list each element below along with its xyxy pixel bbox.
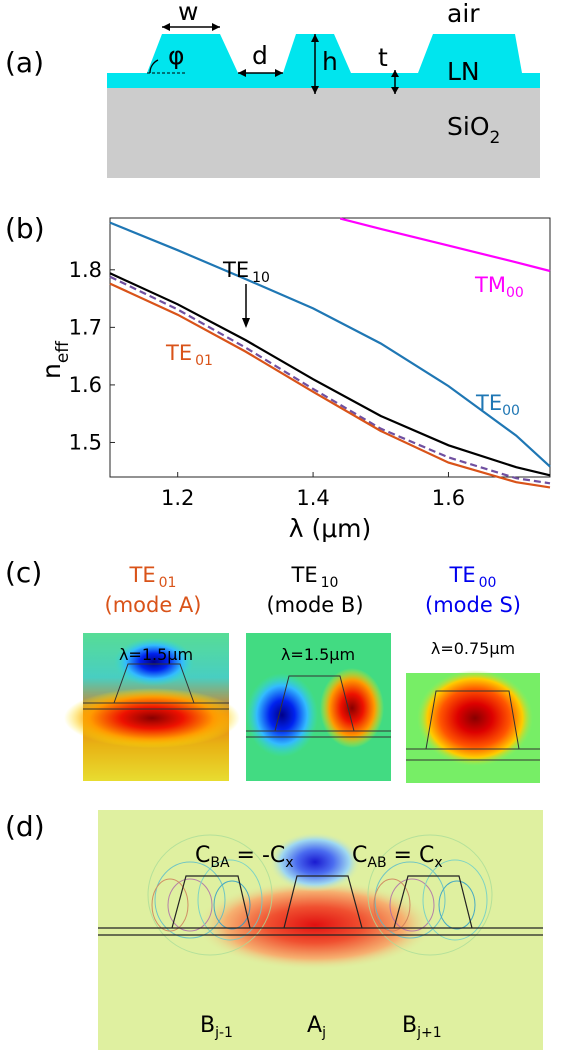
d-label: d — [252, 41, 268, 70]
ticks-layer: 1.2 1.4 1.6 1.5 1.6 1.7 1.8 — [69, 258, 466, 510]
tm00-annotation: TM00 — [474, 273, 524, 301]
mode-b-field: λ=1.5μm — [246, 633, 391, 781]
mode-b-lambda: λ=1.5μm — [281, 645, 355, 664]
air-label: air — [447, 0, 480, 28]
ln-label: LN — [447, 57, 480, 86]
series-line-te01 — [109, 282, 551, 489]
mode-s-field: λ=0.75μm — [406, 639, 540, 783]
h-label: h — [322, 47, 338, 76]
te00-annotation: TE00 — [475, 391, 520, 419]
panel-c: (c) TE 01 (mode A) TE 10 (mode B) TE 00 (mo… — [5, 556, 540, 783]
mode-a-name: (mode A) — [105, 593, 202, 617]
te10-annotation: TE 10 — [222, 258, 270, 286]
y-axis-label: neff — [37, 340, 73, 379]
contour-lines — [147, 834, 493, 956]
b-left-label: Bj-1 — [200, 1013, 233, 1041]
panel-d: (d) CBA = -Cx CAB = Cx B — [5, 810, 543, 1050]
series-line-tm00 — [339, 217, 551, 273]
a-mid-label: Aj — [307, 1013, 326, 1041]
mode-a-title: TE 01 — [129, 563, 177, 591]
panel-c-label: (c) — [5, 556, 42, 589]
panel-a-label: (a) — [5, 46, 44, 79]
panel-b: (b) 1.2 1.4 1.6 1.5 1.6 1.7 1.8 neff λ (μm) TE… — [5, 212, 551, 543]
x-axis-label: λ (μm) — [289, 514, 372, 543]
panel-b-label: (b) — [5, 212, 45, 245]
mode-b-name: (mode B) — [266, 593, 363, 617]
cba-label: CBA = -Cx — [195, 843, 294, 871]
mode-s-lambda: λ=0.75μm — [431, 639, 515, 658]
t-label: t — [378, 43, 388, 72]
plot-frame — [109, 217, 551, 478]
waveguide-outlines — [98, 875, 543, 936]
mode-b-title: TE 10 — [291, 563, 339, 591]
mode-s-name: (mode S) — [425, 593, 521, 617]
phi-arc — [149, 59, 159, 74]
phi-label: φ — [168, 41, 185, 70]
w-label: w — [178, 0, 198, 26]
ln-waveguides — [107, 34, 540, 88]
panel-a: (a) w φ d h t air LN SiO2 — [5, 0, 540, 178]
x-tick-label: 1.4 — [296, 486, 329, 510]
y-tick-label: 1.5 — [69, 430, 102, 454]
mode-a-lambda: λ=1.5μm — [119, 645, 193, 664]
sio2-substrate — [107, 88, 540, 178]
series-line-te00 — [109, 221, 551, 468]
sio2-label: SiO2 — [447, 112, 500, 148]
x-tick-label: 1.6 — [432, 486, 465, 510]
b-right-label: Bj+1 — [402, 1013, 442, 1041]
te01-annotation: TE 01 — [165, 341, 213, 369]
cab-label: CAB = Cx — [352, 843, 443, 871]
x-tick-label: 1.2 — [161, 486, 194, 510]
y-tick-label: 1.6 — [69, 373, 102, 397]
mode-s-title: TE 00 — [449, 563, 497, 591]
y-tick-label: 1.8 — [69, 258, 102, 282]
y-tick-label: 1.7 — [69, 315, 102, 339]
series-layer — [109, 217, 551, 489]
series-line-te10 — [109, 272, 551, 477]
series-line-dashed-3 — [109, 275, 551, 485]
mode-a-field: λ=1.5μm — [64, 633, 240, 781]
panel-d-label: (d) — [5, 810, 45, 843]
